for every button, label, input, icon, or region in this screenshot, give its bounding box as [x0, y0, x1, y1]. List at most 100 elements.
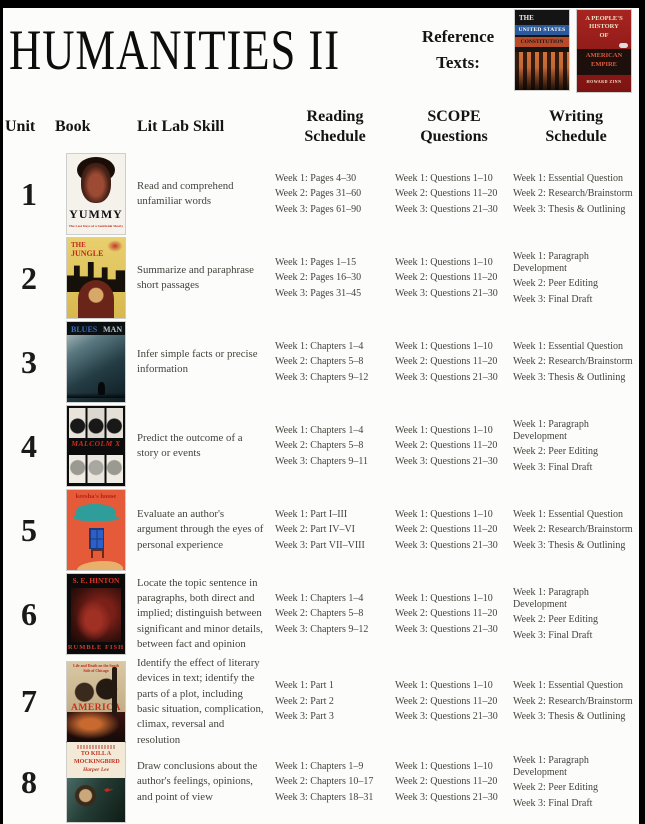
scope-questions-cell: Week 1: Questions 1–10 Week 2: Questions… [395, 421, 513, 471]
lit-lab-skill-text: Read and comprehend unfamiliar words [137, 179, 234, 207]
schedule-line: Week 1: Essential Question [513, 680, 624, 692]
cover-author-line: HOWARD ZINN [586, 79, 622, 85]
schedule-line: Week 3: Final Draft [513, 461, 593, 473]
schedule-line: Week 1: Essential Question [513, 508, 624, 520]
page-header: HUMANITIES II Reference Texts: THE UNITE… [3, 8, 639, 102]
cover-title-line: MALCOLM X [71, 439, 121, 448]
scope-questions-cell: Week 1: Questions 1–10 Week 2: Questions… [395, 505, 513, 555]
cover-title-line: BLUES [71, 324, 98, 334]
writing-schedule-cell: Week 1: Essential Question Week 2: Resea… [513, 505, 639, 555]
cover-title-line: JUNGLE [71, 249, 104, 258]
cover-title-line: Life and Death on the South Side of Chic… [73, 663, 119, 673]
reference-texts-label: Reference Texts: [405, 24, 511, 77]
schedule-line: Week 1: Paragraph Development [513, 754, 589, 778]
schedule-line: Week 3: Chapters 9–12 [275, 623, 369, 635]
book-cell: TO KILL A MOCKINGBIRD Harper Lee [55, 742, 137, 822]
lit-lab-skill-text: Locate the topic sentence in paragraphs,… [137, 576, 263, 650]
scope-questions-cell: Week 1: Questions 1–10 Week 2: Questions… [395, 253, 513, 303]
schedule-line: Week 3: Pages 31–45 [275, 287, 362, 299]
schedule-line: Week 1: Part I–III [275, 508, 348, 520]
cover-art [67, 778, 125, 822]
scope-questions-cell: Week 1: Questions 1–10 Week 2: Questions… [395, 757, 513, 807]
schedule-line: Week 1: Part 1 [275, 680, 334, 692]
unit-number: 3 [21, 343, 37, 380]
writing-schedule-cell: Week 1: Paragraph Development Week 2: Pe… [513, 247, 639, 309]
writing-schedule-cell: Week 1: Essential Question Week 2: Resea… [513, 677, 639, 727]
schedule-line: Week 3: Thesis & Outlining [513, 539, 626, 551]
header-cell-scope-questions: SCOPE Questions [420, 108, 488, 145]
schedule-line: Week 2: Questions 11–20 [395, 695, 498, 707]
schedule-line: Week 1: Questions 1–10 [395, 508, 493, 520]
schedule-line: Week 3: Thesis & Outlining [513, 711, 626, 723]
schedule-line: Week 3: Final Draft [513, 797, 593, 809]
cover-art [67, 711, 125, 742]
reference-label-line2: Texts: [436, 53, 480, 73]
schedule-line: Week 1: Questions 1–10 [395, 592, 493, 604]
schedule-line: Week 1: Paragraph Development [513, 586, 589, 610]
reading-schedule-cell: Week 1: Chapters 1–4 Week 2: Chapters 5–… [275, 589, 395, 639]
book-cover: Life and Death on the South Side of Chic… [67, 661, 125, 742]
book-cover: S. E. HINTON RUMBLE FISH [67, 574, 125, 654]
cover-art [71, 588, 121, 642]
reading-schedule-cell: Week 1: Chapters 1–4 Week 2: Chapters 5–… [275, 337, 395, 387]
schedule-line: Week 3: Thesis & Outlining [513, 203, 626, 215]
schedule-line: Week 1: Questions 1–10 [395, 424, 493, 436]
writing-schedule-cell: Week 1: Paragraph Development Week 2: Pe… [513, 751, 639, 813]
cover-art [67, 322, 125, 335]
reading-schedule-cell: Week 1: Chapters 1–4 Week 2: Chapters 5–… [275, 421, 395, 471]
reference-book-cover-peoples-history: A PEOPLE'S HISTORY OF AMERICAN EMPIRE HO… [577, 10, 631, 92]
schedule-line: Week 3: Questions 21–30 [395, 623, 498, 635]
schedule-line: Week 2: Research/Brainstorm [513, 524, 633, 535]
cover-art-crowd [515, 52, 569, 90]
writing-schedule-cell: Week 1: Essential Question Week 2: Resea… [513, 337, 639, 387]
header-cell-reading-schedule: Reading Schedule [304, 108, 366, 145]
lit-lab-skill-text: Summarize and paraphrase short passages [137, 263, 254, 291]
cover-art [112, 666, 117, 715]
schedule-line: Week 2: Questions 11–20 [395, 440, 498, 451]
cover-title-line: UNITED STATES [518, 27, 566, 33]
cover-art-band-red [515, 37, 569, 47]
cover-title-line: MAN [103, 324, 123, 334]
lit-lab-skill-text: Draw conclusions about the author's feel… [137, 760, 258, 803]
schedule-line: Week 1: Essential Question [513, 172, 624, 184]
schedule-line: Week 1: Questions 1–10 [395, 760, 493, 772]
schedule-line: Week 1: Chapters 1–4 [275, 592, 364, 604]
book-cover: BLUES MAN [67, 322, 125, 402]
cover-title-line: YUMMY [69, 207, 123, 222]
schedule-line: Week 1: Essential Question [513, 340, 624, 352]
table-row: 8 TO KILL A MOCKINGBIRD Harper Lee Draw … [3, 740, 639, 824]
table-row: 7 Life and Death on the South Side of Ch… [3, 656, 639, 746]
book-cover: keesha's house [67, 490, 125, 570]
table-row: 2 THE JUNGLE Summarize and paraphrase sh… [3, 236, 639, 320]
reference-label-line1: Reference [421, 27, 495, 46]
cover-art [67, 393, 125, 398]
book-cell: keesha's house [55, 490, 137, 570]
cover-title-line: THE [519, 14, 534, 22]
book-cell: MALCOLM X [55, 406, 137, 486]
schedule-line: Week 1: Questions 1–10 [395, 256, 493, 268]
cover-art [98, 382, 105, 395]
schedule-line: Week 1: Chapters 1–9 [275, 760, 364, 772]
reading-schedule-cell: Week 1: Part 1 Week 2: Part 2 Week 3: Pa… [275, 677, 395, 727]
schedule-line: Week 3: Chapters 18–31 [275, 791, 374, 803]
schedule-line: Week 1: Chapters 1–4 [275, 340, 364, 352]
schedule-line: Week 3: Questions 21–30 [395, 711, 498, 723]
schedule-line: Week 3: Questions 21–30 [395, 203, 498, 215]
schedule-line: Week 2: Chapters 5–8 [275, 608, 364, 619]
cover-title-line: CONSTITUTION [520, 39, 564, 45]
schedule-line: Week 2: Chapters 5–8 [275, 356, 364, 367]
lit-lab-skill-text: Identify the effect of literary devices … [137, 657, 264, 746]
schedule-line: Week 2: Questions 11–20 [395, 524, 498, 535]
schedule-line: Week 2: Questions 11–20 [395, 272, 498, 283]
scope-questions-cell: Week 1: Questions 1–10 Week 2: Questions… [395, 677, 513, 727]
reading-schedule-cell: Week 1: Pages 1–15 Week 2: Pages 16–30 W… [275, 253, 395, 303]
table-row: 5 keesha's house Evaluate an author's ar… [3, 488, 639, 572]
units-table-body: 1 YUMMY The Last Days of a Southside Sho… [3, 152, 639, 824]
cover-art [81, 163, 111, 203]
page-title: HUMANITIES II [9, 19, 341, 83]
syllabus-page: HUMANITIES II Reference Texts: THE UNITE… [3, 8, 639, 824]
lit-lab-skill-text: Predict the outcome of a story or events [137, 431, 243, 459]
cover-title-line: keesha's house [75, 493, 117, 500]
schedule-line: Week 3: Part 3 [275, 711, 334, 723]
schedule-line: Week 3: Final Draft [513, 293, 593, 305]
